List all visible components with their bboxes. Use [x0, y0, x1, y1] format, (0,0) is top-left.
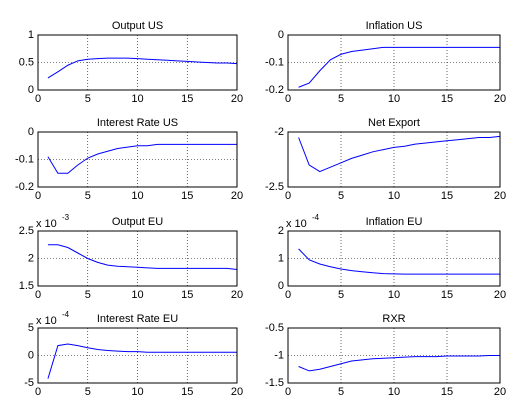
- x-tick-label: 15: [181, 93, 193, 105]
- chart-title: Net Export: [368, 117, 420, 129]
- x-tick-label: 10: [131, 386, 143, 398]
- y-exponent-base: x 10: [36, 315, 57, 327]
- chart-title: RXR: [382, 313, 405, 325]
- chart-title: Inflation US: [366, 20, 423, 32]
- data-line: [298, 46, 500, 88]
- y-tick-label: 1: [28, 29, 34, 41]
- x-tick-label: 5: [85, 93, 91, 105]
- y-tick-label: 2: [278, 225, 284, 237]
- x-tick-label: 20: [494, 93, 506, 105]
- data-line: [47, 57, 238, 79]
- x-tick-label: 0: [285, 190, 291, 202]
- y-tick-label: 0: [278, 29, 284, 41]
- y-exponent-power: -3: [62, 213, 70, 222]
- x-tick-label: 0: [285, 93, 291, 105]
- x-tick-label: 20: [494, 190, 506, 202]
- chart-title: Output EU: [112, 216, 163, 228]
- x-tick-label: 5: [85, 190, 91, 202]
- x-tick-label: 10: [131, 190, 143, 202]
- y-tick-label: 0: [28, 126, 34, 138]
- x-tick-label: 15: [441, 386, 453, 398]
- x-tick-label: 15: [441, 289, 453, 301]
- x-tick-label: 0: [285, 386, 291, 398]
- axes-frame: [37, 230, 238, 287]
- y-tick-label: 5: [28, 322, 34, 334]
- axes-frame: [37, 34, 238, 91]
- x-tick-label: 5: [85, 386, 91, 398]
- y-tick-label: -0.2: [265, 84, 284, 96]
- data-line: [47, 143, 237, 174]
- y-tick-label: 0.5: [19, 56, 34, 68]
- x-tick-label: 15: [181, 289, 193, 301]
- axes-frame: [287, 230, 501, 287]
- y-tick-label: 0: [28, 349, 34, 361]
- x-tick-label: 0: [285, 289, 291, 301]
- data-line: [47, 343, 237, 379]
- x-tick-label: 5: [338, 190, 344, 202]
- x-tick-label: 15: [181, 190, 193, 202]
- x-tick-label: 0: [35, 289, 41, 301]
- x-tick-label: 10: [388, 190, 400, 202]
- x-tick-label: 20: [494, 386, 506, 398]
- x-tick-label: 15: [441, 190, 453, 202]
- data-line: [298, 135, 501, 173]
- x-tick-label: 15: [441, 93, 453, 105]
- x-tick-label: 10: [388, 386, 400, 398]
- axes-frame: [287, 131, 501, 188]
- y-exponent-base: x 10: [286, 218, 307, 230]
- y-tick-label: 0: [28, 84, 34, 96]
- x-tick-label: 5: [338, 93, 344, 105]
- y-tick-label: -2: [274, 126, 284, 138]
- data-line: [47, 244, 238, 270]
- y-tick-label: -2.5: [265, 181, 284, 193]
- chart-title: Output US: [112, 20, 163, 32]
- chart-title: Inflation EU: [366, 216, 423, 228]
- x-tick-label: 20: [231, 289, 243, 301]
- y-tick-label: -1: [274, 349, 284, 361]
- x-tick-label: 20: [231, 386, 243, 398]
- x-tick-label: 5: [338, 289, 344, 301]
- y-tick-label: -5: [24, 377, 34, 389]
- data-line: [298, 355, 500, 372]
- x-tick-label: 0: [35, 190, 41, 202]
- axes-frame: [287, 327, 501, 384]
- axes-frame: [37, 327, 238, 384]
- y-tick-label: -1.5: [265, 377, 284, 389]
- axes-frame: [287, 34, 501, 91]
- y-tick-label: 0: [278, 280, 284, 292]
- chart-title: Interest Rate EU: [97, 313, 178, 325]
- y-tick-label: 1: [278, 252, 284, 264]
- y-tick-label: 2.5: [19, 225, 34, 237]
- y-tick-label: -0.5: [265, 322, 284, 334]
- y-tick-label: -0.2: [15, 181, 34, 193]
- y-tick-label: 2: [28, 252, 34, 264]
- y-tick-label: -0.1: [15, 153, 34, 165]
- x-tick-label: 10: [131, 93, 143, 105]
- y-exponent-power: -4: [312, 213, 320, 222]
- x-tick-label: 10: [388, 93, 400, 105]
- x-tick-label: 0: [35, 386, 41, 398]
- y-exponent-power: -4: [62, 310, 70, 319]
- y-exponent-base: x 10: [36, 218, 57, 230]
- x-tick-label: 10: [131, 289, 143, 301]
- chart-title: Interest Rate US: [97, 117, 178, 129]
- x-tick-label: 0: [35, 93, 41, 105]
- data-line: [298, 248, 500, 275]
- x-tick-label: 20: [231, 93, 243, 105]
- y-tick-label: 1.5: [19, 280, 34, 292]
- x-tick-label: 15: [181, 386, 193, 398]
- x-tick-label: 5: [85, 289, 91, 301]
- y-tick-label: -0.1: [265, 56, 284, 68]
- x-tick-label: 20: [494, 289, 506, 301]
- axes-frame: [37, 131, 238, 188]
- x-tick-label: 5: [338, 386, 344, 398]
- x-tick-label: 20: [231, 190, 243, 202]
- x-tick-label: 10: [388, 289, 400, 301]
